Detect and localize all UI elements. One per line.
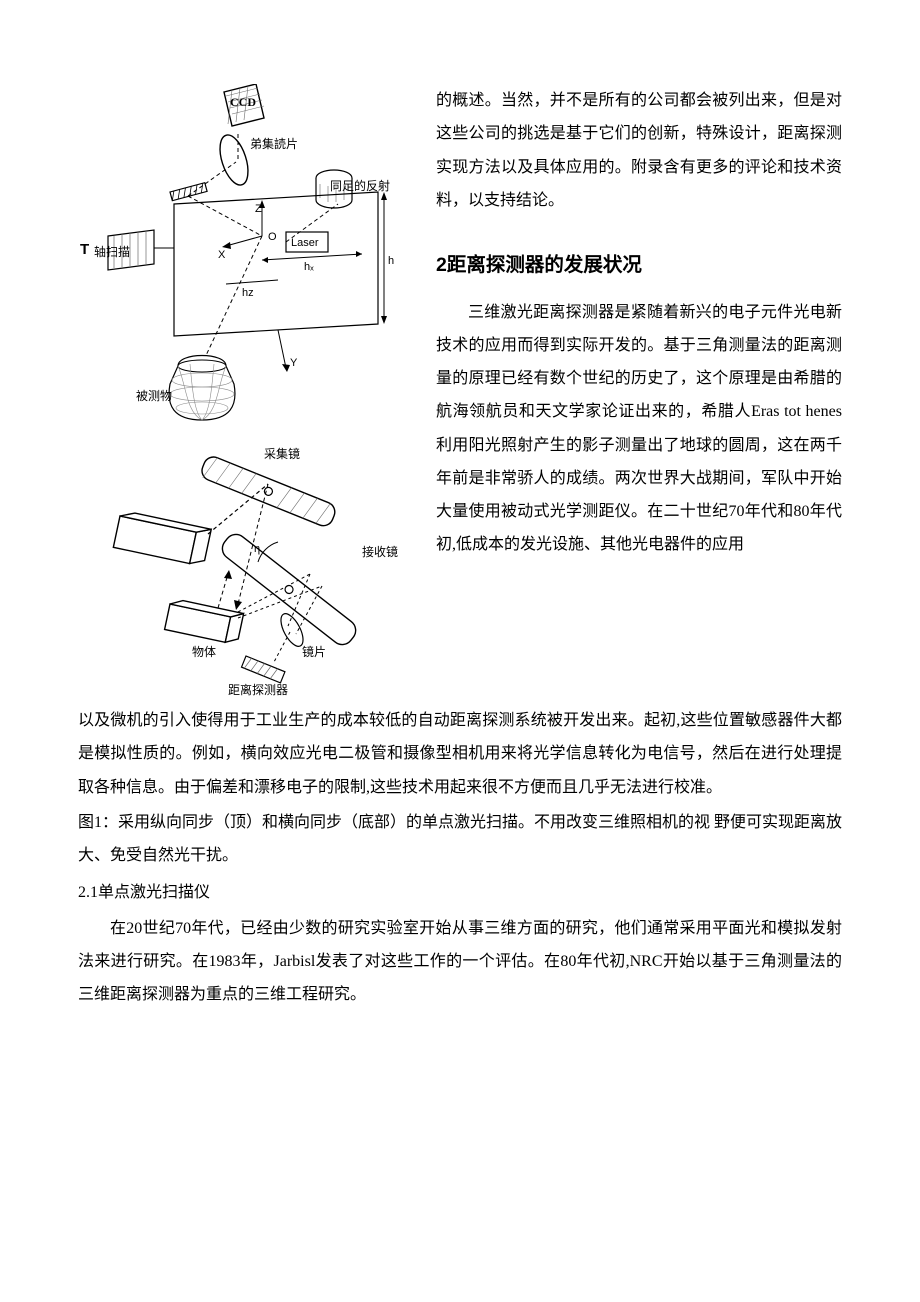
range-detector-label: 距离探测器	[228, 682, 288, 697]
figure-1-bottom-diagram: 采集镜 接收镜 η	[78, 434, 418, 704]
two-column-region: CCD 弟集読片	[78, 84, 842, 704]
collector-mirror-label: 采集镜	[264, 446, 300, 461]
subsection-heading-2-1: 2.1单点激光扫描仪	[78, 876, 842, 909]
lens-label: 镜片	[302, 644, 326, 659]
laser-source-icon	[113, 510, 211, 566]
x-axis-arrow-icon	[222, 242, 231, 249]
o-label: O	[268, 231, 277, 243]
figure-caption: 图1：采用纵向同步（顶）和横向同步（底部）的单点激光扫描。不用改变三维照相机的视…	[78, 806, 842, 873]
collecting-lens-label: 弟集読片	[250, 136, 298, 151]
eta-label: η	[254, 543, 260, 555]
hx-label: hₓ	[304, 261, 314, 273]
range-detector-icon	[242, 656, 285, 683]
paragraph-3: 在20世纪70年代，已经由少数的研究实验室开始从事三维方面的研究，他们通常采用平…	[78, 912, 842, 1012]
collecting-lens-icon	[215, 132, 254, 189]
hz-label: hz	[242, 287, 254, 299]
fixed-reflection-label: 同足的反射	[330, 178, 390, 193]
section-heading-2: 2距离探测器的发展状况	[436, 245, 842, 286]
object-cylinder-icon	[165, 598, 244, 645]
y-axis-arrow-icon	[282, 364, 290, 372]
laser-label: Laser	[291, 237, 319, 249]
t-prefix: T	[80, 241, 89, 258]
ccd-icon: CCD	[224, 84, 264, 126]
paragraph-2a: 三维激光距离探测器是紧随着新兴的电子元件光电新技术的应用而得到实际开发的。基于三…	[436, 296, 842, 562]
axis-scan-label: 轴扫描	[94, 244, 130, 259]
receiver-mirror-label: 接收镜	[362, 544, 398, 559]
x-label: X	[218, 249, 226, 261]
small-mirror-icon	[170, 183, 207, 201]
z-label: Z	[255, 203, 262, 215]
right-text-column: 的概述。当然，并不是所有的公司都会被列出来，但是对这些公司的挑选是基于它们的创新…	[436, 84, 842, 562]
figure-column: CCD 弟集読片	[78, 84, 418, 704]
ccd-label: CCD	[230, 95, 256, 109]
collector-mirror-icon	[199, 454, 338, 529]
measured-object-icon	[169, 356, 235, 421]
paragraph-2b: 以及微机的引入使得用于工业生产的成本较低的自动距离探测系统被开发出来。起初,这些…	[78, 704, 842, 804]
projection-plane-icon	[174, 192, 378, 336]
paragraph-1: 的概述。当然，并不是所有的公司都会被列出来，但是对这些公司的挑选是基于它们的创新…	[436, 84, 842, 217]
object-label: 物体	[192, 645, 216, 659]
figure-1-top-diagram: CCD 弟集読片	[78, 84, 418, 434]
y-label: Y	[290, 357, 298, 369]
object-measured-label: 被测物	[136, 389, 172, 403]
h-label: h	[388, 255, 394, 267]
